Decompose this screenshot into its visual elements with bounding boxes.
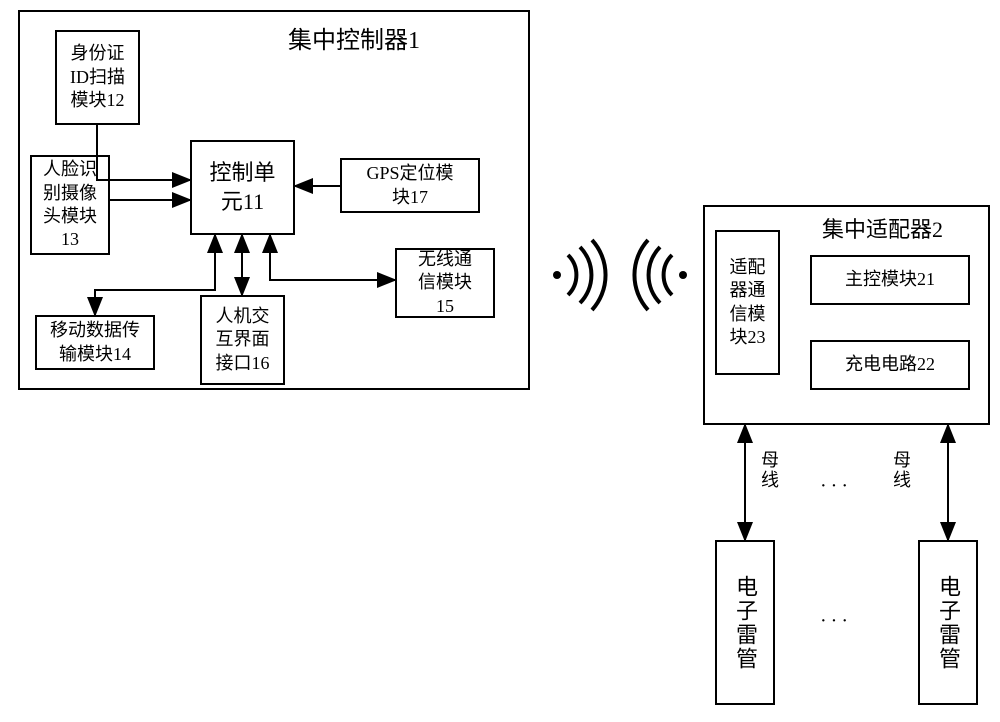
wifi-icon-left — [545, 235, 615, 315]
node-adapter-comm: 适配器通信模块23 — [715, 230, 780, 375]
node-label: 适配器通信模块23 — [730, 256, 766, 350]
node-label: 移动数据传输模块14 — [50, 319, 140, 366]
node-detonator-1: 电子雷管 — [715, 540, 775, 705]
node-mobile-data: 移动数据传输模块14 — [35, 315, 155, 370]
node-label: GPS定位模块17 — [366, 162, 453, 209]
node-hmi: 人机交互界面接口16 — [200, 295, 285, 385]
adapter-title: 集中适配器2 — [822, 212, 943, 244]
node-label: 电子雷管 — [734, 575, 756, 671]
node-detonator-2: 电子雷管 — [918, 540, 978, 705]
bus-label-1: 母线 — [760, 450, 778, 490]
node-control-unit: 控制单元11 — [190, 140, 295, 235]
node-label: 人脸识别摄像头模块13 — [43, 158, 97, 252]
node-id-scan: 身份证ID扫描模块12 — [55, 30, 140, 125]
controller-title: 集中控制器1 — [288, 20, 420, 55]
diagram-canvas: 集中控制器1 身份证ID扫描模块12 人脸识别摄像头模块13 控制单元11 GP… — [0, 0, 1000, 722]
node-label: 人机交互界面接口16 — [216, 305, 270, 375]
wifi-icon-right — [625, 235, 695, 315]
node-label: 主控模块21 — [845, 268, 935, 291]
node-main-control: 主控模块21 — [810, 255, 970, 305]
node-face-recognition: 人脸识别摄像头模块13 — [30, 155, 110, 255]
node-label: 充电电路22 — [845, 353, 935, 376]
ellipsis-bottom: ··· — [820, 610, 852, 633]
node-charge-circuit: 充电电路22 — [810, 340, 970, 390]
node-gps: GPS定位模块17 — [340, 158, 480, 213]
node-label: 身份证ID扫描模块12 — [70, 42, 125, 112]
node-label: 电子雷管 — [937, 575, 959, 671]
node-label: 控制单元11 — [209, 159, 275, 216]
node-label: 无线通信模块15 — [418, 248, 472, 318]
bus-label-2: 母线 — [892, 450, 910, 490]
node-wireless-comm: 无线通信模块15 — [395, 248, 495, 318]
ellipsis-top: ··· — [820, 475, 852, 498]
